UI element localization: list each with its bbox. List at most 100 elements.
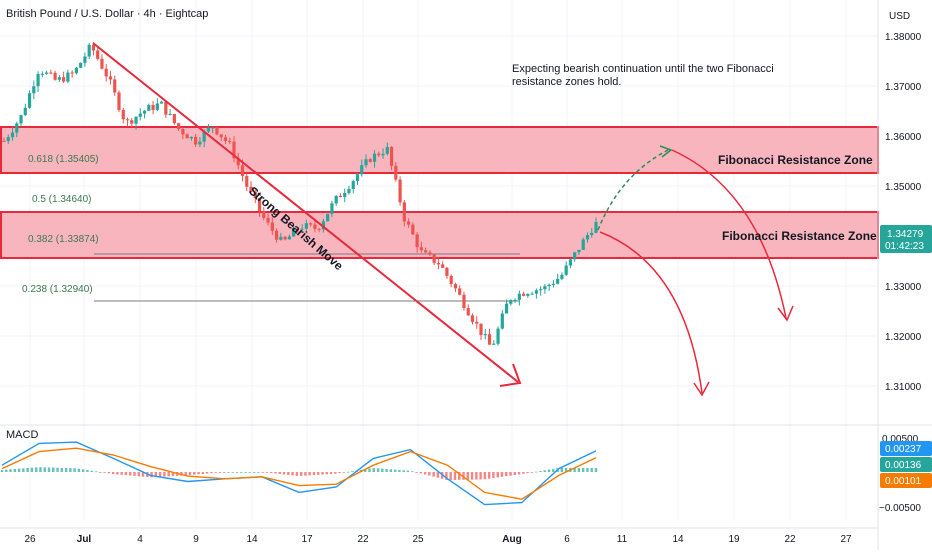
macd-value-tag xyxy=(880,441,932,456)
candle-body xyxy=(15,123,19,133)
candle-body xyxy=(321,221,326,230)
candle-body xyxy=(130,120,134,124)
macd-histogram-bar xyxy=(13,468,17,472)
candle-body xyxy=(296,228,300,230)
macd-histogram-bar xyxy=(77,468,81,472)
zone-upper-label: Fibonacci Resistance Zone xyxy=(718,153,873,167)
macd-histogram-bar xyxy=(381,468,384,472)
macd-histogram-bar xyxy=(334,472,337,474)
macd-histogram-bar xyxy=(530,472,534,473)
candle-body xyxy=(249,186,253,192)
time-tick-label: 25 xyxy=(412,534,424,545)
candle-body xyxy=(44,72,49,74)
candle-body xyxy=(10,132,15,138)
candle-body xyxy=(292,228,296,237)
candle-body xyxy=(215,127,219,135)
candle-body xyxy=(62,77,66,82)
price-tick-label: 1.38000 xyxy=(885,32,922,43)
candle-body xyxy=(470,315,475,322)
candle-body xyxy=(428,252,432,255)
candle-body xyxy=(6,137,10,142)
candle-body xyxy=(309,223,313,225)
candle-body xyxy=(313,224,317,229)
macd-histogram-bar xyxy=(0,469,4,472)
macd-histogram-bar xyxy=(329,472,333,474)
macd-panel: MACD xyxy=(0,424,932,506)
macd-histogram-bar xyxy=(428,472,431,476)
macd-histogram-bar xyxy=(398,469,401,472)
candle-body xyxy=(338,195,343,198)
price-axis[interactable]: USD1.380001.370001.360001.350001.340001.… xyxy=(877,0,932,550)
macd-histogram-bar xyxy=(299,472,303,476)
candle-body xyxy=(253,191,257,199)
candle-body xyxy=(389,146,394,166)
macd-histogram-bar xyxy=(120,472,123,475)
macd-histogram-bar xyxy=(188,472,192,476)
trend-line xyxy=(92,42,519,383)
macd-histogram-bar xyxy=(475,472,478,480)
macd-histogram-bar xyxy=(150,472,153,478)
candle-body xyxy=(475,321,479,324)
candle-body xyxy=(159,101,164,104)
candle-body xyxy=(155,103,159,110)
candle-body xyxy=(202,131,206,142)
macd-label: MACD xyxy=(6,429,38,441)
time-axis[interactable]: 26 Jul 4 9 14 17 22 25 Aug 6 11 14 19 22 27 xyxy=(0,527,878,545)
candle-body xyxy=(513,299,517,301)
macd-histogram-bar xyxy=(248,472,252,473)
macd-histogram-bar xyxy=(86,470,89,472)
candle-body xyxy=(219,134,223,138)
fib-zone-lower xyxy=(0,211,879,259)
candle-body xyxy=(151,105,155,110)
candle-body xyxy=(27,93,32,108)
macd-histogram-bar xyxy=(124,472,128,476)
time-tick-label: 9 xyxy=(193,534,199,545)
candle-body xyxy=(83,56,87,63)
macd-histogram-bar xyxy=(312,472,316,476)
candle-body xyxy=(479,323,483,335)
candle-body xyxy=(445,267,449,276)
note-line-2: resistance zones hold. xyxy=(512,76,621,88)
macd-histogram-bar xyxy=(415,472,418,473)
candle-body xyxy=(185,134,189,139)
macd-histogram-bar xyxy=(581,467,585,472)
candle-body xyxy=(300,228,304,230)
trend-arrowhead xyxy=(499,363,522,387)
candle-body xyxy=(70,72,74,74)
candle-body xyxy=(483,334,487,336)
macd-histogram-bar xyxy=(43,467,46,472)
candle-body xyxy=(2,141,6,142)
time-tick-label: 27 xyxy=(840,534,852,545)
candle-body xyxy=(453,284,458,289)
candle-body xyxy=(236,158,240,166)
price-tick-label: 1.36000 xyxy=(885,132,922,143)
macd-histogram-bar xyxy=(522,472,525,474)
macd-histogram-bar xyxy=(111,472,115,474)
macd-histogram-bar xyxy=(141,472,145,477)
macd-value-tag xyxy=(880,457,932,472)
candle-body xyxy=(100,58,104,69)
candle-body xyxy=(279,236,283,240)
candle-body xyxy=(355,174,360,182)
macd-histogram-bar xyxy=(534,471,538,473)
macd-histogram-bar xyxy=(423,472,427,475)
candle-body xyxy=(211,127,215,129)
candle-body xyxy=(245,176,249,187)
macd-histogram-bar xyxy=(338,472,341,474)
candle-body xyxy=(121,109,125,120)
macd-histogram-bar xyxy=(458,472,461,480)
candle-body xyxy=(581,239,585,250)
macd-tick-label: 0.00500 xyxy=(882,434,919,445)
macd-histogram-bar xyxy=(133,472,136,476)
time-tick-label: 14 xyxy=(672,534,684,545)
macd-histogram-bar xyxy=(99,472,102,473)
macd-histogram-bar xyxy=(197,472,200,475)
candle-body xyxy=(564,265,568,275)
fib-label: 0.238 (1.32940) xyxy=(22,284,93,295)
macd-histogram-bar xyxy=(278,472,281,474)
macd-histogram-bar xyxy=(402,470,405,472)
candle-body xyxy=(74,67,79,74)
fib-zone-upper xyxy=(0,126,879,174)
